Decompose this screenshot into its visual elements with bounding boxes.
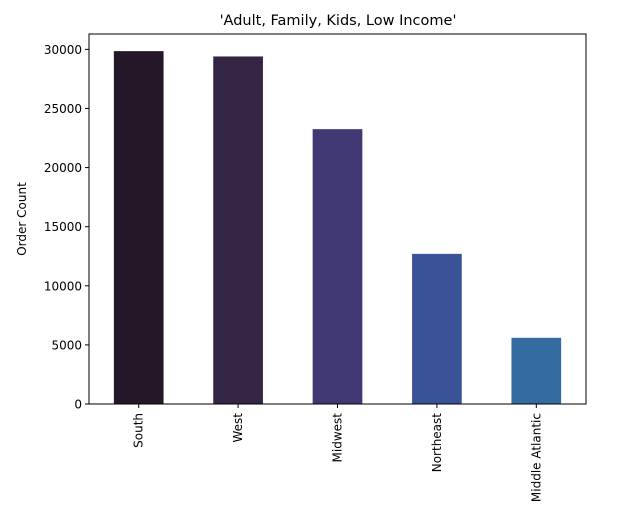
y-tick-label: 10000 <box>44 279 82 293</box>
bar-south <box>113 51 164 405</box>
y-tick-label: 25000 <box>44 102 82 116</box>
x-tick-label: South <box>132 413 146 448</box>
plot-frame <box>88 33 587 405</box>
bar-middle-atlantic <box>511 337 562 404</box>
y-axis-ticks: 0 5000 10000 15000 20000 25000 30000 <box>44 43 89 412</box>
y-tick-label: 5000 <box>51 338 82 352</box>
x-tick-label: Middle Atlantic <box>529 413 543 502</box>
x-axis-ticks: South West Midwest Northeast Middle Atlantic <box>132 404 543 502</box>
bar-west <box>213 56 263 405</box>
y-tick-label: 20000 <box>44 161 82 175</box>
y-tick-label: 30000 <box>44 43 82 57</box>
x-tick-label: Midwest <box>331 413 345 463</box>
y-tick-label: 0 <box>74 398 82 412</box>
bar-midwest <box>312 129 363 405</box>
x-tick-label: Northeast <box>430 413 444 473</box>
y-tick-label: 15000 <box>44 220 82 234</box>
chart-title: 'Adult, Family, Kids, Low Income' <box>220 13 457 29</box>
bar-northeast <box>412 253 462 404</box>
y-axis-label: Order Count <box>15 182 29 256</box>
x-tick-label: West <box>231 413 245 443</box>
bars-group <box>113 51 562 405</box>
